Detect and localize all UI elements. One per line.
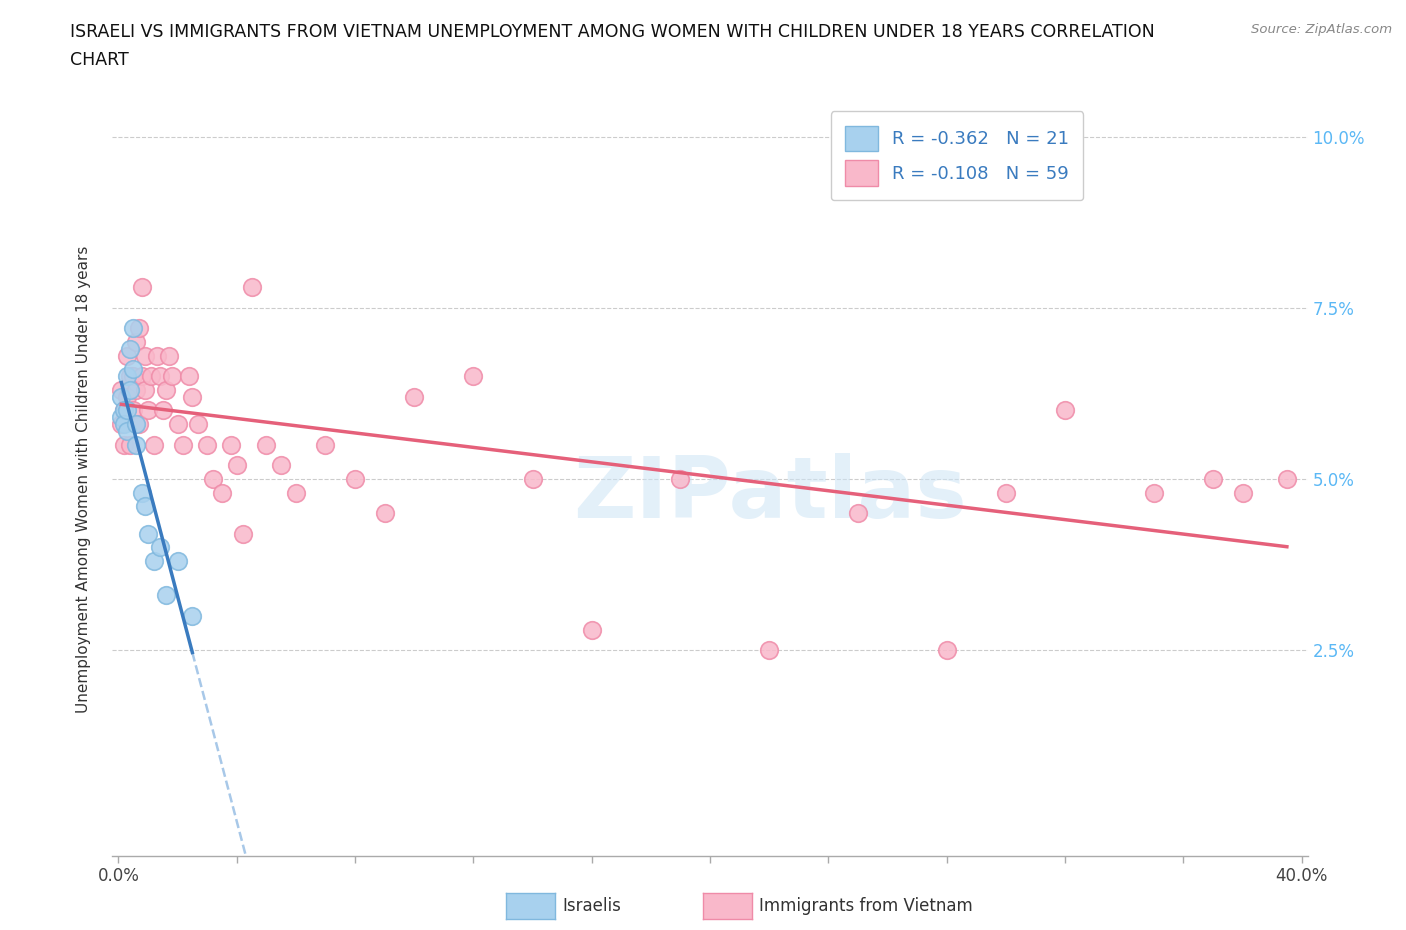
Point <box>404 390 426 405</box>
Point <box>155 588 177 603</box>
Point <box>112 403 135 418</box>
Point <box>117 423 139 438</box>
Point <box>112 437 135 452</box>
Point <box>125 437 148 452</box>
Point <box>172 437 194 452</box>
Point <box>120 437 142 452</box>
Point <box>314 437 336 452</box>
Text: ZIPatlas: ZIPatlas <box>572 453 967 536</box>
Point <box>211 485 233 500</box>
Point <box>112 403 135 418</box>
Point <box>139 369 162 384</box>
Point <box>128 417 150 432</box>
Point <box>128 321 150 336</box>
Point <box>157 348 180 363</box>
Point <box>1275 472 1298 486</box>
Point <box>122 362 145 377</box>
Point <box>187 417 209 432</box>
Point <box>1202 472 1225 486</box>
Point <box>125 382 148 397</box>
Point <box>112 417 135 432</box>
Point <box>195 437 218 452</box>
Point <box>994 485 1017 500</box>
Point <box>181 390 204 405</box>
Point <box>155 382 177 397</box>
Point <box>149 540 172 555</box>
Point <box>117 403 139 418</box>
Point <box>219 437 242 452</box>
Point <box>122 321 145 336</box>
Point <box>122 403 145 418</box>
Point <box>131 369 153 384</box>
Point <box>232 526 254 541</box>
Point <box>142 437 165 452</box>
Point <box>225 458 247 472</box>
Text: ISRAELI VS IMMIGRANTS FROM VIETNAM UNEMPLOYMENT AMONG WOMEN WITH CHILDREN UNDER : ISRAELI VS IMMIGRANTS FROM VIETNAM UNEMP… <box>70 23 1156 41</box>
Point <box>117 348 139 363</box>
Point <box>110 417 132 432</box>
Point <box>254 437 277 452</box>
Point <box>152 403 174 418</box>
Point <box>166 417 188 432</box>
Point <box>125 335 148 350</box>
Point <box>846 506 869 521</box>
Point <box>134 498 156 513</box>
Legend: R = -0.362   N = 21, R = -0.108   N = 59: R = -0.362 N = 21, R = -0.108 N = 59 <box>831 112 1084 200</box>
Point <box>110 410 132 425</box>
Point <box>240 280 263 295</box>
Text: Source: ZipAtlas.com: Source: ZipAtlas.com <box>1251 23 1392 36</box>
Text: Israelis: Israelis <box>562 897 621 915</box>
Point <box>179 369 201 384</box>
Point <box>110 382 132 397</box>
Point <box>463 369 485 384</box>
Point <box>166 553 188 568</box>
Point <box>120 341 142 356</box>
Point <box>146 348 169 363</box>
Point <box>160 369 183 384</box>
Point <box>142 553 165 568</box>
Point <box>935 643 957 658</box>
Point <box>136 526 159 541</box>
Point <box>117 390 139 405</box>
Point <box>120 382 142 397</box>
Y-axis label: Unemployment Among Women with Children Under 18 years: Unemployment Among Women with Children U… <box>76 246 91 712</box>
Point <box>131 485 153 500</box>
Point <box>284 485 307 500</box>
Point <box>202 472 225 486</box>
Point <box>134 348 156 363</box>
Point <box>1232 485 1254 500</box>
Point <box>120 369 142 384</box>
Point <box>117 369 139 384</box>
Point <box>1143 485 1166 500</box>
Point <box>270 458 292 472</box>
Point <box>669 472 692 486</box>
Point <box>581 622 603 637</box>
Point <box>181 608 204 623</box>
Point <box>131 280 153 295</box>
Point <box>136 403 159 418</box>
Point <box>122 369 145 384</box>
Point <box>134 382 156 397</box>
Point <box>1053 403 1076 418</box>
Point <box>149 369 172 384</box>
Point <box>758 643 780 658</box>
Point <box>125 417 148 432</box>
Text: CHART: CHART <box>70 51 129 69</box>
Text: Immigrants from Vietnam: Immigrants from Vietnam <box>759 897 973 915</box>
Point <box>522 472 544 486</box>
Point <box>344 472 367 486</box>
Point <box>374 506 396 521</box>
Point <box>110 390 132 405</box>
